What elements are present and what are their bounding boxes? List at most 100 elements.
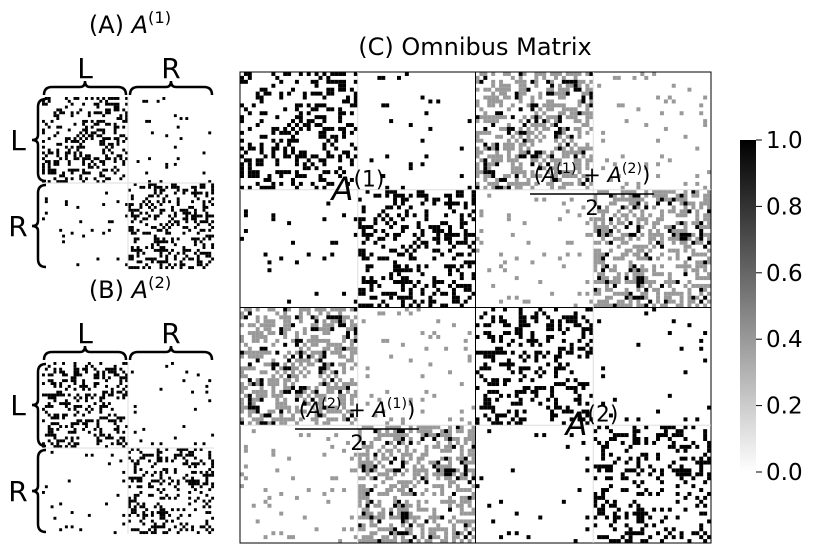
matrix-cell <box>79 384 83 388</box>
matrix-cell <box>105 177 108 181</box>
omnibus-cell <box>322 378 327 383</box>
omnibus-cell <box>310 354 315 359</box>
omnibus-cell <box>499 87 504 92</box>
omnibus-cell <box>291 417 295 422</box>
omnibus-cell <box>581 440 586 445</box>
matrix-cell <box>85 364 88 368</box>
matrix-cell <box>102 396 106 400</box>
omnibus-cell <box>369 476 374 481</box>
omnibus-cell <box>448 197 452 202</box>
omnibus-cell <box>432 331 437 336</box>
omnibus-cell <box>605 515 609 520</box>
omnibus-cell <box>353 315 358 320</box>
matrix-cell <box>185 459 189 463</box>
omnibus-cell <box>247 72 252 76</box>
omnibus-cell <box>436 197 441 202</box>
matrix-cell <box>171 240 174 244</box>
matrix-cell <box>82 234 86 238</box>
matrix-cell <box>130 499 134 503</box>
omnibus-cell <box>656 452 661 457</box>
omnibus-cell <box>428 299 433 304</box>
omnibus-cell <box>487 170 492 175</box>
matrix-cell <box>150 208 154 212</box>
omnibus-cell <box>671 225 676 230</box>
omnibus-cell <box>404 295 409 300</box>
matrix-cell <box>62 393 65 397</box>
matrix-cell <box>159 496 163 500</box>
omnibus-cell <box>561 91 566 96</box>
omnibus-cell <box>349 382 354 387</box>
omnibus-cell <box>703 460 708 465</box>
omnibus-cell <box>298 126 303 131</box>
omnibus-cell <box>243 386 248 390</box>
omnibus-cell <box>404 197 409 202</box>
matrix-cell <box>191 390 194 394</box>
omnibus-cell <box>648 232 653 237</box>
matrix-cell <box>105 416 108 420</box>
omnibus-cell <box>589 331 594 336</box>
matrix-cell <box>116 430 120 434</box>
matrix-cell <box>87 405 91 408</box>
omnibus-cell <box>259 334 264 339</box>
omnibus-cell <box>675 484 680 489</box>
omnibus-cell <box>397 213 401 218</box>
omnibus-cell <box>389 354 394 359</box>
omnibus-cell <box>432 283 437 288</box>
omnibus-cell <box>616 303 621 308</box>
matrix-cell <box>122 119 126 123</box>
omnibus-cell <box>471 448 476 453</box>
omnibus-cell <box>659 507 664 512</box>
omnibus-cell <box>345 327 350 332</box>
omnibus-cell <box>318 370 323 375</box>
omnibus-cell <box>636 268 641 273</box>
omnibus-cell <box>400 488 405 493</box>
omnibus-cell <box>322 319 327 324</box>
matrix-cell <box>139 211 143 215</box>
omnibus-cell <box>467 429 472 434</box>
omnibus-cell <box>240 138 244 143</box>
matrix-cell <box>116 125 120 129</box>
matrix-cell <box>119 419 123 423</box>
matrix-cell <box>193 191 197 195</box>
omnibus-cell <box>247 166 252 171</box>
omnibus-cell <box>365 448 370 453</box>
omnibus-cell <box>530 338 535 343</box>
omnibus-cell <box>703 511 708 516</box>
omnibus-cell <box>314 327 319 332</box>
omnibus-cell <box>365 472 370 477</box>
omnibus-cell <box>243 476 248 481</box>
matrix-cell <box>82 180 86 184</box>
omnibus-cell <box>597 303 602 308</box>
omnibus-cell <box>381 507 386 512</box>
matrix-cell <box>145 171 149 175</box>
omnibus-cell <box>542 166 547 171</box>
omnibus-cell <box>695 260 700 265</box>
omnibus-cell <box>361 539 366 544</box>
omnibus-cell <box>577 126 582 131</box>
omnibus-cell <box>361 464 366 469</box>
matrix-cell <box>99 410 103 414</box>
omnibus-cell <box>345 346 350 351</box>
matrix-cell <box>133 470 137 474</box>
omnibus-cell <box>526 323 531 328</box>
omnibus-cell <box>373 413 378 418</box>
omnibus-cell <box>451 535 456 540</box>
omnibus-cell <box>597 276 602 281</box>
omnibus-cell <box>581 99 586 104</box>
omnibus-cell <box>459 252 464 257</box>
omnibus-cell <box>683 495 688 500</box>
omnibus-cell <box>612 499 617 504</box>
omnibus-cell <box>557 111 562 116</box>
omnibus-cell <box>279 531 284 536</box>
omnibus-cell <box>243 72 248 76</box>
omnibus-cell <box>349 319 354 324</box>
omnibus-cell <box>377 303 382 308</box>
omnibus-cell <box>679 468 684 473</box>
matrix-cell <box>105 157 108 161</box>
omnibus-cell <box>432 511 437 516</box>
matrix-cell <box>90 453 94 457</box>
omnibus-cell <box>404 248 409 253</box>
omnibus-cell <box>707 519 712 524</box>
omnibus-cell <box>448 503 452 508</box>
omnibus-cell <box>263 393 268 398</box>
